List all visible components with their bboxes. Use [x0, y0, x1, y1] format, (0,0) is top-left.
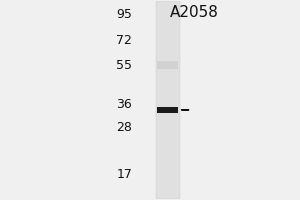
Text: 36: 36 — [116, 98, 132, 111]
Text: 95: 95 — [116, 8, 132, 21]
Text: 17: 17 — [116, 168, 132, 181]
Bar — [158, 107, 178, 113]
Text: 28: 28 — [116, 121, 132, 134]
Bar — [156, 1, 180, 199]
Bar — [158, 61, 178, 69]
Text: A2058: A2058 — [170, 5, 219, 20]
Text: 72: 72 — [116, 34, 132, 47]
Text: 55: 55 — [116, 59, 132, 72]
